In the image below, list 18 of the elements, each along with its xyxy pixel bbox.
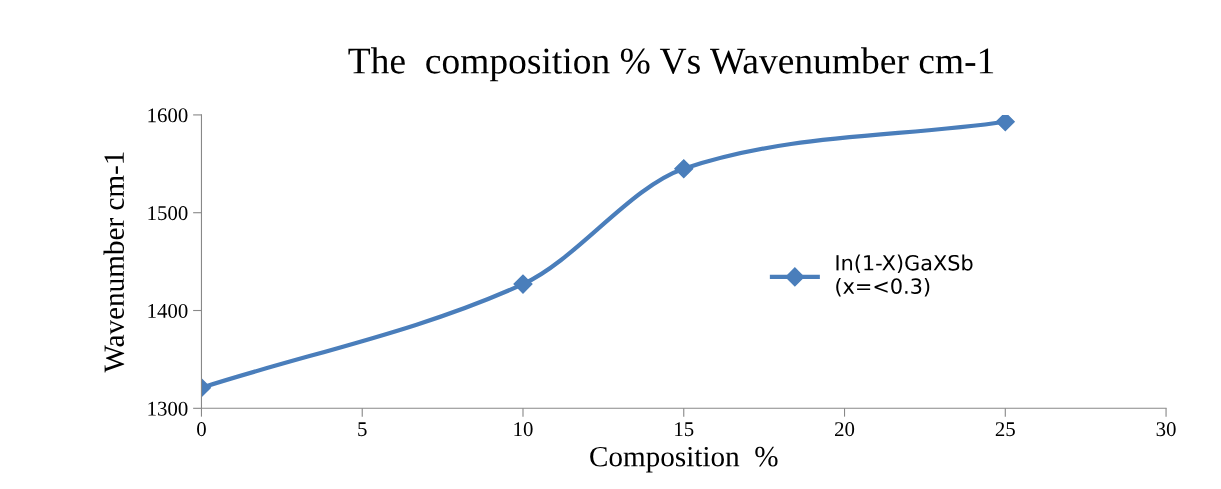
- x-tick-label: 25: [995, 422, 1015, 437]
- x-tick-label: 5: [358, 422, 367, 437]
- point: [995, 114, 1015, 132]
- y-axis-title: Wavenumber cm-1: [103, 152, 125, 373]
- x-tick-label: 30: [1156, 422, 1176, 437]
- x-tick-label: 15: [675, 422, 694, 437]
- y-tick-label: 1400: [148, 303, 188, 318]
- y-tick-label: 1500: [148, 206, 188, 221]
- x-tick-label: 10: [514, 422, 533, 437]
- chart-title: The composition % Vs Wavenumber cm-1: [348, 47, 994, 82]
- legend-label: In(1-X)GaXSb (x=<0.3): [836, 254, 973, 297]
- x-axis-title: Composition %: [590, 446, 778, 473]
- y-tick-label: 1600: [148, 108, 188, 123]
- x-tick-label: 0: [197, 422, 206, 437]
- y-tick-label: 1300: [148, 401, 188, 416]
- point: [674, 159, 694, 179]
- point: [513, 274, 533, 294]
- x-tick-label: 20: [835, 422, 855, 437]
